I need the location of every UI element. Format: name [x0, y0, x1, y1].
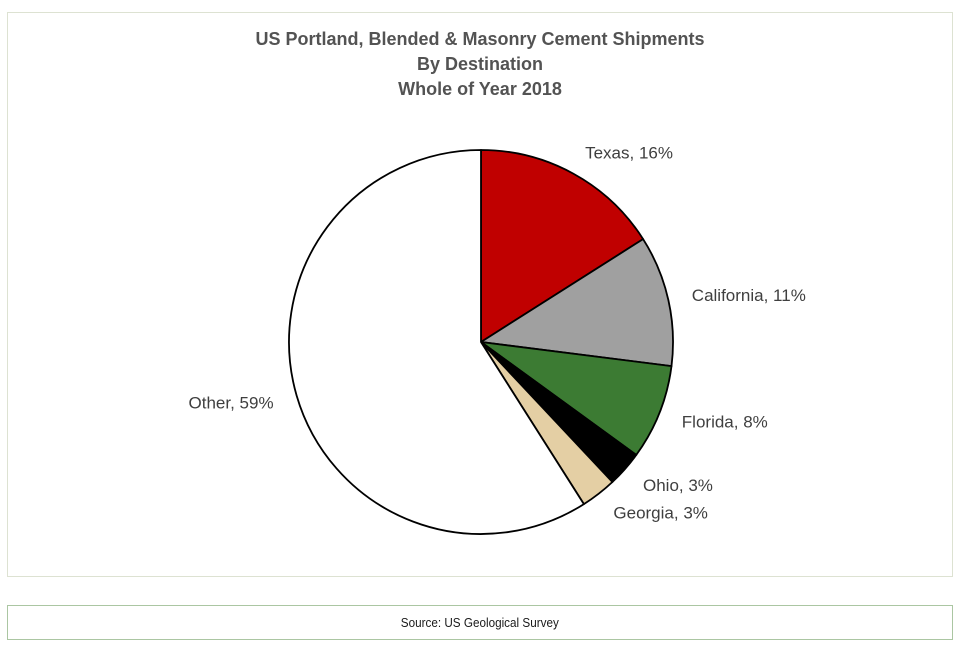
pie-slice-florida — [480, 341, 673, 456]
source-text: Source: US Geological Survey — [400, 615, 560, 630]
chart-title-line-3: Whole of Year 2018 — [398, 79, 562, 99]
pie-slice-texas — [480, 149, 644, 343]
source-frame: Source: US Geological Survey — [7, 605, 953, 640]
pie-label-georgia: Georgia, 3% — [613, 504, 708, 523]
pie-label-ohio: Ohio, 3% — [643, 476, 713, 495]
pie-label-texas: Texas, 16% — [585, 144, 673, 163]
chart-title: US Portland, Blended & Masonry Cement Sh… — [8, 27, 952, 102]
pie-chart: Texas, 16% California, 11% Florida, 8% Ohio… — [189, 144, 806, 535]
pie-label-florida: Florida, 8% — [682, 412, 768, 431]
pie-slice-other — [288, 149, 585, 535]
pie-slice-california — [480, 238, 674, 367]
pie-label-california: California, 11% — [692, 286, 806, 305]
chart-title-line-2: By Destination — [416, 54, 544, 74]
pie-label-other: Other, 59% — [189, 393, 274, 412]
chart-frame: US Portland, Blended & Masonry Cement Sh… — [7, 12, 953, 577]
chart-title-line-1: US Portland, Blended & Masonry Cement Sh… — [255, 29, 705, 49]
